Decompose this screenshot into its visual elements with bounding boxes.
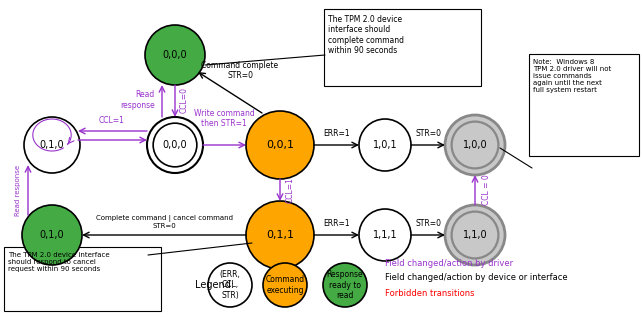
Circle shape	[246, 201, 314, 269]
Text: Response
ready to
read: Response ready to read	[327, 270, 363, 300]
Text: 1,1,0: 1,1,0	[463, 230, 487, 240]
Text: Forbidden transitions: Forbidden transitions	[385, 288, 474, 297]
Text: 1,1,1: 1,1,1	[373, 230, 397, 240]
Text: 0,1,1: 0,1,1	[266, 230, 294, 240]
Text: 0,0,0: 0,0,0	[162, 140, 187, 150]
Text: CCL = 0: CCL = 0	[482, 175, 491, 205]
Text: CCL=0: CCL=0	[180, 87, 189, 113]
Circle shape	[323, 263, 367, 307]
Circle shape	[22, 205, 82, 265]
Circle shape	[147, 117, 203, 173]
FancyBboxPatch shape	[4, 247, 161, 311]
Text: The TPM 2.0 device interface
should respond to cancel
request within 90 seconds: The TPM 2.0 device interface should resp…	[8, 252, 110, 272]
Circle shape	[445, 205, 505, 265]
Text: ERR=1: ERR=1	[324, 129, 351, 138]
Text: Legend:: Legend:	[195, 280, 234, 290]
FancyBboxPatch shape	[529, 54, 639, 156]
Text: 1,0,1: 1,0,1	[373, 140, 397, 150]
Text: 0,1,0: 0,1,0	[40, 230, 64, 240]
Text: 0,0,0: 0,0,0	[162, 50, 187, 60]
Text: CCL=1: CCL=1	[99, 116, 125, 125]
Circle shape	[359, 119, 411, 171]
Text: 1,0,0: 1,0,0	[463, 140, 487, 150]
Text: Write command
then STR=1: Write command then STR=1	[194, 109, 254, 128]
Text: STR=0: STR=0	[152, 223, 176, 229]
Circle shape	[24, 117, 80, 173]
Circle shape	[445, 115, 505, 175]
Text: (ERR,
CCL,
STR): (ERR, CCL, STR)	[220, 270, 241, 300]
Text: Complete command | cancel command: Complete command | cancel command	[96, 215, 232, 222]
Text: Command complete
STR=0: Command complete STR=0	[202, 61, 279, 80]
Text: Read
response: Read response	[120, 90, 155, 110]
FancyBboxPatch shape	[324, 9, 481, 86]
Circle shape	[263, 263, 307, 307]
Text: Read response: Read response	[15, 165, 21, 216]
Text: Command
executing: Command executing	[265, 275, 304, 295]
Text: Field changed/action by device or interface: Field changed/action by device or interf…	[385, 274, 568, 282]
Circle shape	[208, 263, 252, 307]
Text: STR=0: STR=0	[415, 129, 441, 138]
Text: STR=0: STR=0	[415, 219, 441, 228]
Text: Note:  Windows 8
TPM 2.0 driver will not
issue commands
again until the next
ful: Note: Windows 8 TPM 2.0 driver will not …	[533, 59, 611, 93]
Circle shape	[246, 111, 314, 179]
Text: CCL=1: CCL=1	[286, 177, 295, 203]
Text: The TPM 2.0 device
interface should
complete command
within 90 seconds: The TPM 2.0 device interface should comp…	[328, 15, 404, 55]
Text: ERR=1: ERR=1	[324, 219, 351, 228]
Circle shape	[359, 209, 411, 261]
Circle shape	[145, 25, 205, 85]
Text: Field changed/action by driver: Field changed/action by driver	[385, 258, 513, 268]
Text: 0,1,0: 0,1,0	[40, 140, 64, 150]
Text: 0,0,1: 0,0,1	[266, 140, 294, 150]
